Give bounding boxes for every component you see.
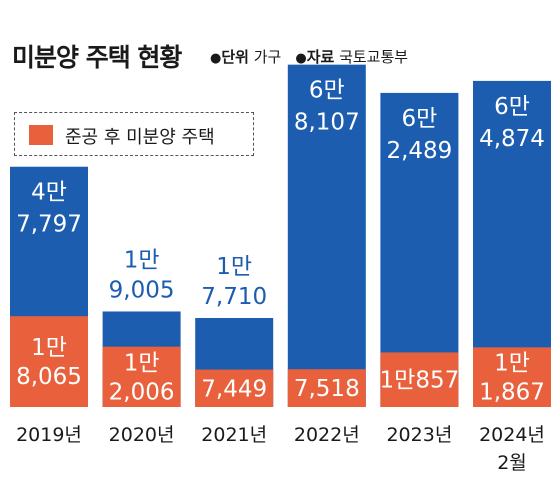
total-label: 6만 [494,94,530,120]
completed-unsold-bar [287,369,366,407]
total-label: 1만 [124,247,160,273]
category-label: 2021년 [201,424,267,446]
bullet-icon: ● [295,51,307,66]
completed-unsold-label: 8,065 [16,364,82,390]
total-label: 8,107 [294,110,360,136]
category-label: 2023년 [386,424,452,446]
total-label: 1만 [216,254,252,280]
completed-unsold-label: 1만 [124,350,160,376]
category-label: 2022년 [294,424,360,446]
completed-unsold-label: 7,449 [201,376,267,402]
legend: 준공 후 미분양 주택 [14,112,254,156]
bullet-icon: ● [210,51,222,66]
category-label: 2월 [497,452,527,474]
total-label: 7,710 [201,284,267,310]
completed-unsold-label: 7,518 [294,376,360,402]
completed-unsold-bar [102,346,181,407]
completed-unsold-label: 1만 [31,335,67,361]
completed-unsold-bar [473,347,551,407]
total-bar [287,64,366,408]
completed-unsold-label: 1,867 [479,380,545,406]
category-label: 2024년 [479,424,545,446]
total-label: 2,489 [386,138,452,164]
total-label: 4,874 [479,126,545,152]
completed-unsold-bar [195,369,274,407]
category-label: 2019년 [16,424,82,446]
total-label: 4만 [31,180,67,206]
total-label: 6만 [309,78,345,104]
unit-key: 단위 [221,48,249,66]
source-value: 국토교통부 [339,48,409,66]
source-key: 자료 [306,48,335,66]
chart-meta: ●단위 가구 ●자료 국토교통부 [210,46,408,67]
unit-value: 가구 [253,48,282,66]
total-label: 9,005 [109,277,175,303]
completed-unsold-label: 1만857 [380,368,460,394]
completed-unsold-bar [380,352,459,407]
total-label: 7,797 [16,212,82,238]
completed-unsold-label: 1만 [494,351,530,377]
legend-label: 준공 후 미분양 주택 [65,127,215,148]
completed-unsold-bar [10,316,88,407]
legend-swatch [29,125,53,145]
total-label: 6만 [402,106,438,132]
chart-title: 미분양 주택 현황 [12,43,182,72]
category-label: 2020년 [109,424,175,446]
completed-unsold-label: 2,006 [109,379,175,405]
